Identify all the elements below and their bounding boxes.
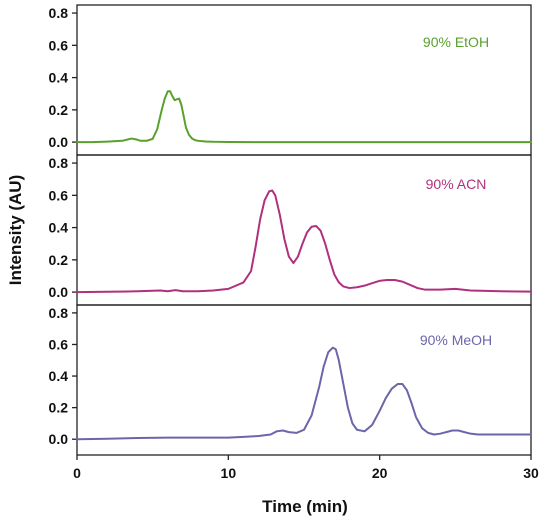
x-tick-label: 0 <box>73 465 81 481</box>
y-tick-label: 0.6 <box>49 336 69 352</box>
x-axis: 0 10 20 30 <box>73 455 539 481</box>
y-tick-label: 0.0 <box>49 284 69 300</box>
x-tick-label: 20 <box>372 465 388 481</box>
y-tick-label: 0.0 <box>49 134 69 150</box>
x-tick-label: 30 <box>523 465 539 481</box>
y-axis-title: Intensity (AU) <box>6 175 25 286</box>
panel-label: 90% ACN <box>426 176 487 192</box>
y-tick-label: 0.2 <box>49 102 69 118</box>
panel-label: 90% EtOH <box>423 34 489 50</box>
y-tick-label: 0.6 <box>49 37 69 53</box>
chromatogram-line <box>76 90 532 144</box>
y-tick-label: 0.4 <box>49 368 69 384</box>
y-tick-label: 0.4 <box>49 220 69 236</box>
x-axis-title: Time (min) <box>262 497 348 516</box>
panel-label: 90% MeOH <box>420 332 492 348</box>
panel-frame <box>76 304 532 456</box>
y-tick-label: 0.8 <box>49 305 69 321</box>
y-tick-label: 0.8 <box>49 5 69 21</box>
y-tick-label: 0.4 <box>49 70 69 86</box>
chart-panel-2: 0.0 0.2 0.4 0.6 0.8 90% ACN <box>49 154 532 306</box>
chart-panel-3: 0.0 0.2 0.4 0.6 0.8 90% MeOH <box>49 304 532 456</box>
y-tick-label: 0.0 <box>49 431 69 447</box>
panel-frame <box>76 4 532 156</box>
y-tick-label: 0.2 <box>49 400 69 416</box>
y-tick-label: 0.6 <box>49 187 69 203</box>
chart-panels: 0.0 0.2 0.4 0.6 0.8 90% EtOH 0.0 0.2 0.4 0.6 0.8 90… <box>49 4 532 456</box>
chart-panel-1: 0.0 0.2 0.4 0.6 0.8 90% EtOH <box>49 4 532 156</box>
chromatogram-line <box>76 189 532 294</box>
y-tick-label: 0.2 <box>49 252 69 268</box>
x-tick-label: 10 <box>221 465 237 481</box>
chromatogram-line <box>76 346 532 441</box>
y-tick-label: 0.8 <box>49 155 69 171</box>
